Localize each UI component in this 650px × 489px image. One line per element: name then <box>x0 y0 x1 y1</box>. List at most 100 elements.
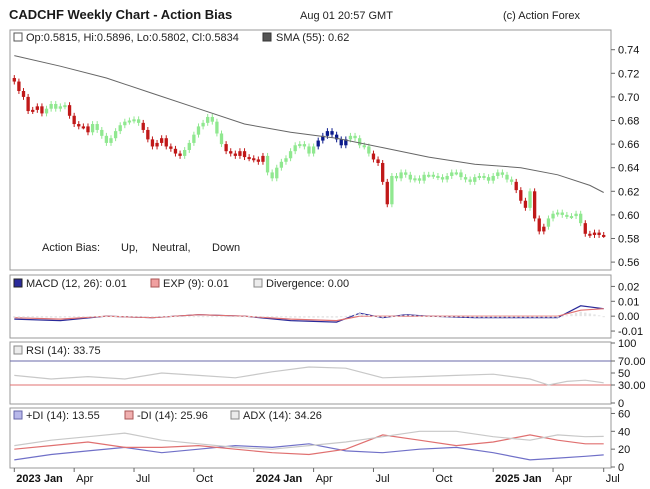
divergence-bar <box>298 316 301 318</box>
divergence-bar <box>183 316 186 318</box>
divergence-bar <box>155 316 159 318</box>
divergence-bar <box>289 316 292 318</box>
divergence-bar <box>505 316 509 318</box>
ohlc-legend-text: Op:0.5815, Hi:0.5896, Lo:0.5802, Cl:0.58… <box>26 32 239 44</box>
macd-series-group <box>13 305 605 323</box>
price-tick-label: 0.58 <box>618 234 639 246</box>
price-bar <box>26 96 30 112</box>
price-bar <box>528 191 532 208</box>
divergence-bar <box>538 316 541 318</box>
divergence-bar <box>36 316 39 318</box>
divergence-bar <box>68 316 71 318</box>
divergence-bar <box>349 314 352 317</box>
price-bar <box>293 145 297 152</box>
divergence-legend-swatch <box>253 278 263 288</box>
divergence-bar <box>464 316 467 318</box>
divergence-bar <box>390 316 394 318</box>
x-tick-label: 2023 Jan <box>16 473 63 485</box>
divergence-bar <box>17 316 21 318</box>
divergence-bar <box>128 316 131 318</box>
divergence-bar <box>450 316 453 318</box>
divergence-bar <box>335 316 338 318</box>
price-bar <box>427 174 431 177</box>
plus-di-line <box>14 443 604 461</box>
price-bar <box>316 140 320 147</box>
divergence-bar <box>317 316 320 318</box>
x-tick-label: Apr <box>555 473 572 485</box>
price-bar <box>588 233 592 236</box>
divergence-bar <box>197 316 200 318</box>
price-bar <box>555 212 560 215</box>
divergence-bar <box>579 311 582 317</box>
x-tick-label: Jul <box>136 473 150 485</box>
price-bar <box>183 150 187 156</box>
price-tick-label: 0.62 <box>618 186 639 198</box>
price-bar <box>459 172 463 178</box>
plus-di-legend-text: +DI (14): 13.55 <box>26 410 100 422</box>
sma-legend-text: SMA (55): 0.62 <box>276 32 349 44</box>
price-bar <box>532 191 537 219</box>
macd-panel <box>9 274 612 339</box>
price-bar <box>17 81 21 91</box>
divergence-bar <box>284 316 288 318</box>
price-bar <box>592 232 597 235</box>
price-bar <box>77 124 81 127</box>
price-bar <box>256 159 261 162</box>
sma-line <box>14 55 604 193</box>
divergence-bar <box>344 315 348 317</box>
divergence-bar <box>418 315 421 317</box>
divergence-bar <box>188 316 191 318</box>
price-bar <box>450 172 454 176</box>
price-bar <box>431 174 435 177</box>
price-bar <box>519 190 523 201</box>
price-bar <box>118 125 122 132</box>
divergence-bar <box>386 316 389 318</box>
divergence-bar <box>515 316 518 318</box>
divergence-bar <box>40 316 44 318</box>
divergence-bar <box>353 314 357 317</box>
price-bar <box>49 103 53 109</box>
divergence-bar <box>487 316 490 318</box>
divergence-bar <box>547 316 550 318</box>
price-bar <box>132 119 136 122</box>
action-bias-up: Up, <box>121 242 138 254</box>
minus-di-legend-text: -DI (14): 25.96 <box>137 410 208 422</box>
price-series-group <box>12 55 606 238</box>
price-bar <box>219 133 224 145</box>
price-bar <box>169 146 173 149</box>
divergence-bar <box>436 316 440 318</box>
divergence-bar <box>114 316 117 318</box>
divergence-bar <box>26 316 30 318</box>
price-bar <box>330 131 334 135</box>
divergence-bar <box>77 316 80 318</box>
price-bar <box>265 155 270 173</box>
price-bar <box>104 135 109 143</box>
divergence-bar <box>160 316 163 318</box>
divergence-bar <box>556 316 559 318</box>
copyright-label: (c) Action Forex <box>503 10 581 22</box>
price-bar <box>279 161 284 168</box>
rsi-line <box>14 366 604 386</box>
divergence-bar <box>137 316 140 318</box>
price-bar <box>367 146 371 154</box>
divergence-bar <box>491 316 495 318</box>
divergence-bar <box>303 316 306 318</box>
price-bar <box>109 138 113 143</box>
divergence-bar <box>54 316 57 318</box>
x-tick-label: Jul <box>606 473 620 485</box>
price-bar <box>90 124 95 133</box>
price-bar <box>509 179 514 182</box>
divergence-bar <box>174 316 177 318</box>
divergence-bar <box>45 316 48 318</box>
macd-tick-label: 0.02 <box>618 281 639 293</box>
price-bar <box>215 121 219 134</box>
divergence-bar <box>211 316 214 318</box>
price-bar <box>546 218 551 227</box>
divergence-bar <box>496 316 499 318</box>
divergence-bar <box>95 316 99 318</box>
price-bar <box>100 129 104 136</box>
rsi-tick-label: 50 <box>618 368 630 380</box>
x-tick-label: 2024 Jan <box>256 473 303 485</box>
divergence-bar <box>119 316 122 318</box>
price-bar <box>385 181 389 205</box>
